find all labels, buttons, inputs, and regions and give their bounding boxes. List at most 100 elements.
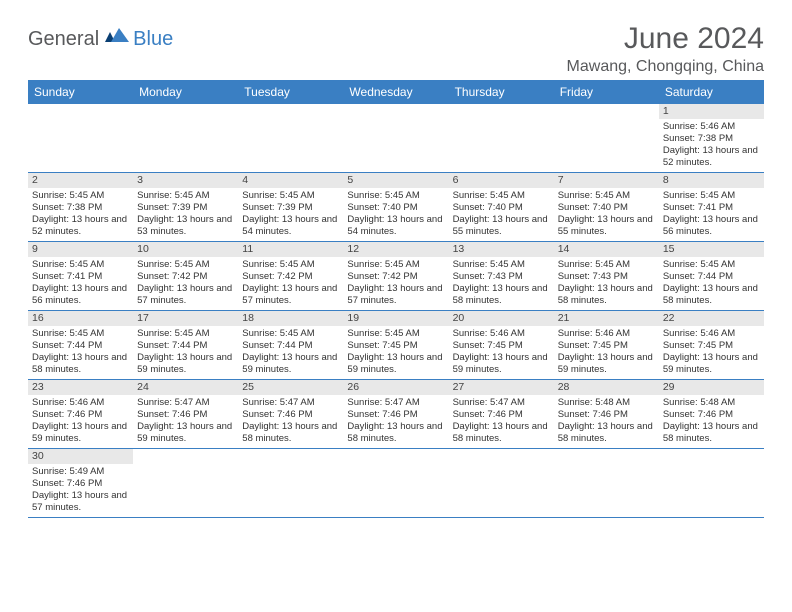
daylight-text: Daylight: 13 hours and 53 minutes. [137, 214, 234, 238]
day-details: Sunrise: 5:45 AMSunset: 7:39 PMDaylight:… [238, 188, 343, 241]
daylight-text: Daylight: 13 hours and 59 minutes. [137, 421, 234, 445]
sunset-text: Sunset: 7:46 PM [347, 409, 444, 421]
sunrise-text: Sunrise: 5:45 AM [137, 328, 234, 340]
daylight-text: Daylight: 13 hours and 58 minutes. [558, 421, 655, 445]
calendar-cell-day-22: 22Sunrise: 5:46 AMSunset: 7:45 PMDayligh… [659, 311, 764, 379]
day-number: 24 [133, 380, 238, 395]
calendar-cell-empty [449, 449, 554, 517]
day-details: Sunrise: 5:47 AMSunset: 7:46 PMDaylight:… [343, 395, 448, 448]
daylight-text: Daylight: 13 hours and 57 minutes. [347, 283, 444, 307]
calendar-cell-empty [343, 104, 448, 172]
calendar-body: 1Sunrise: 5:46 AMSunset: 7:38 PMDaylight… [28, 104, 764, 518]
day-number: 10 [133, 242, 238, 257]
sunset-text: Sunset: 7:46 PM [32, 478, 129, 490]
calendar-cell-day-23: 23Sunrise: 5:46 AMSunset: 7:46 PMDayligh… [28, 380, 133, 448]
sunrise-text: Sunrise: 5:45 AM [242, 259, 339, 271]
calendar-cell-day-15: 15Sunrise: 5:45 AMSunset: 7:44 PMDayligh… [659, 242, 764, 310]
day-details: Sunrise: 5:45 AMSunset: 7:43 PMDaylight:… [554, 257, 659, 310]
day-number: 14 [554, 242, 659, 257]
calendar-cell-empty [343, 449, 448, 517]
daylight-text: Daylight: 13 hours and 55 minutes. [558, 214, 655, 238]
day-number: 30 [28, 449, 133, 464]
day-details: Sunrise: 5:45 AMSunset: 7:42 PMDaylight:… [343, 257, 448, 310]
calendar-row: 16Sunrise: 5:45 AMSunset: 7:44 PMDayligh… [28, 311, 764, 380]
sunrise-text: Sunrise: 5:49 AM [32, 466, 129, 478]
daylight-text: Daylight: 13 hours and 58 minutes. [663, 421, 760, 445]
daylight-text: Daylight: 13 hours and 55 minutes. [453, 214, 550, 238]
day-details: Sunrise: 5:46 AMSunset: 7:46 PMDaylight:… [28, 395, 133, 448]
location-subtitle: Mawang, Chongqing, China [567, 58, 764, 76]
sunset-text: Sunset: 7:38 PM [663, 133, 760, 145]
calendar-cell-day-30: 30Sunrise: 5:49 AMSunset: 7:46 PMDayligh… [28, 449, 133, 517]
calendar-cell-day-21: 21Sunrise: 5:46 AMSunset: 7:45 PMDayligh… [554, 311, 659, 379]
sunrise-text: Sunrise: 5:46 AM [663, 121, 760, 133]
day-number: 12 [343, 242, 448, 257]
day-number: 23 [28, 380, 133, 395]
day-details: Sunrise: 5:45 AMSunset: 7:44 PMDaylight:… [659, 257, 764, 310]
calendar-cell-day-4: 4Sunrise: 5:45 AMSunset: 7:39 PMDaylight… [238, 173, 343, 241]
calendar-cell-day-25: 25Sunrise: 5:47 AMSunset: 7:46 PMDayligh… [238, 380, 343, 448]
day-number: 21 [554, 311, 659, 326]
calendar-day-header-row: SundayMondayTuesdayWednesdayThursdayFrid… [28, 80, 764, 104]
calendar-cell-day-28: 28Sunrise: 5:48 AMSunset: 7:46 PMDayligh… [554, 380, 659, 448]
day-number: 2 [28, 173, 133, 188]
calendar-cell-day-7: 7Sunrise: 5:45 AMSunset: 7:40 PMDaylight… [554, 173, 659, 241]
daylight-text: Daylight: 13 hours and 57 minutes. [242, 283, 339, 307]
sunrise-text: Sunrise: 5:45 AM [137, 190, 234, 202]
day-number: 6 [449, 173, 554, 188]
calendar-cell-day-1: 1 Sunrise: 5:46 AMSunset: 7:38 PMDaylight… [659, 104, 764, 172]
calendar-cell-empty [449, 104, 554, 172]
day-number: 26 [343, 380, 448, 395]
day-header-thursday: Thursday [449, 80, 554, 104]
day-number: 1 [659, 104, 764, 119]
day-header-sunday: Sunday [28, 80, 133, 104]
day-number: 18 [238, 311, 343, 326]
calendar-cell-empty [238, 449, 343, 517]
daylight-text: Daylight: 13 hours and 59 minutes. [453, 352, 550, 376]
sunset-text: Sunset: 7:42 PM [137, 271, 234, 283]
daylight-text: Daylight: 13 hours and 58 minutes. [32, 352, 129, 376]
sunrise-text: Sunrise: 5:47 AM [347, 397, 444, 409]
daylight-text: Daylight: 13 hours and 54 minutes. [347, 214, 444, 238]
sunset-text: Sunset: 7:39 PM [242, 202, 339, 214]
day-number: 4 [238, 173, 343, 188]
day-number: 19 [343, 311, 448, 326]
sunrise-text: Sunrise: 5:45 AM [663, 259, 760, 271]
day-number: 17 [133, 311, 238, 326]
sunrise-text: Sunrise: 5:45 AM [242, 328, 339, 340]
calendar-cell-day-8: 8Sunrise: 5:45 AMSunset: 7:41 PMDaylight… [659, 173, 764, 241]
day-details: Sunrise: 5:48 AMSunset: 7:46 PMDaylight:… [659, 395, 764, 448]
day-header-wednesday: Wednesday [343, 80, 448, 104]
day-details: Sunrise: 5:45 AMSunset: 7:38 PMDaylight:… [28, 188, 133, 241]
sunrise-text: Sunrise: 5:45 AM [663, 190, 760, 202]
day-number: 15 [659, 242, 764, 257]
calendar-cell-empty [554, 104, 659, 172]
daylight-text: Daylight: 13 hours and 52 minutes. [663, 145, 760, 169]
sunrise-text: Sunrise: 5:46 AM [453, 328, 550, 340]
day-number: 20 [449, 311, 554, 326]
day-number: 25 [238, 380, 343, 395]
sunrise-text: Sunrise: 5:45 AM [32, 190, 129, 202]
daylight-text: Daylight: 13 hours and 57 minutes. [137, 283, 234, 307]
sunset-text: Sunset: 7:44 PM [242, 340, 339, 352]
sunset-text: Sunset: 7:46 PM [558, 409, 655, 421]
sunrise-text: Sunrise: 5:48 AM [558, 397, 655, 409]
day-details: Sunrise: 5:45 AMSunset: 7:40 PMDaylight:… [343, 188, 448, 241]
day-number: 7 [554, 173, 659, 188]
sunset-text: Sunset: 7:43 PM [558, 271, 655, 283]
daylight-text: Daylight: 13 hours and 58 minutes. [663, 283, 760, 307]
calendar: SundayMondayTuesdayWednesdayThursdayFrid… [28, 80, 764, 518]
day-details: Sunrise: 5:46 AMSunset: 7:45 PMDaylight:… [659, 326, 764, 379]
day-details: Sunrise: 5:45 AMSunset: 7:44 PMDaylight:… [238, 326, 343, 379]
daylight-text: Daylight: 13 hours and 54 minutes. [242, 214, 339, 238]
calendar-cell-day-26: 26Sunrise: 5:47 AMSunset: 7:46 PMDayligh… [343, 380, 448, 448]
day-header-saturday: Saturday [659, 80, 764, 104]
day-details: Sunrise: 5:45 AMSunset: 7:42 PMDaylight:… [133, 257, 238, 310]
calendar-cell-day-3: 3Sunrise: 5:45 AMSunset: 7:39 PMDaylight… [133, 173, 238, 241]
calendar-cell-day-19: 19Sunrise: 5:45 AMSunset: 7:45 PMDayligh… [343, 311, 448, 379]
day-details: Sunrise: 5:48 AMSunset: 7:46 PMDaylight:… [554, 395, 659, 448]
calendar-cell-day-10: 10Sunrise: 5:45 AMSunset: 7:42 PMDayligh… [133, 242, 238, 310]
day-details: Sunrise: 5:49 AMSunset: 7:46 PMDaylight:… [28, 464, 133, 517]
month-title: June 2024 [567, 22, 764, 56]
daylight-text: Daylight: 13 hours and 59 minutes. [242, 352, 339, 376]
